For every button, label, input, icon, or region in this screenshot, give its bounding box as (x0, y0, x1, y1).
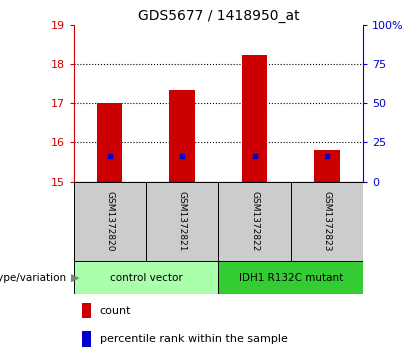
Bar (74, 261, 218, 294)
Bar (242, 55, 267, 182)
Bar (218, 182, 291, 261)
Bar (82, 303, 91, 318)
Bar (218, 261, 363, 294)
Bar (97, 103, 122, 182)
Text: percentile rank within the sample: percentile rank within the sample (100, 334, 287, 344)
Bar (74, 182, 146, 261)
Bar (82, 331, 91, 347)
Text: control vector: control vector (110, 273, 182, 283)
Text: GSM1372820: GSM1372820 (105, 191, 114, 252)
Text: GSM1372821: GSM1372821 (178, 191, 186, 252)
Title: GDS5677 / 1418950_at: GDS5677 / 1418950_at (138, 9, 299, 23)
Text: genotype/variation: genotype/variation (0, 273, 69, 283)
Bar (315, 150, 340, 182)
Text: GSM1372823: GSM1372823 (323, 191, 331, 252)
Bar (146, 182, 218, 261)
Text: IDH1 R132C mutant: IDH1 R132C mutant (239, 273, 343, 283)
Bar (170, 90, 195, 182)
Text: count: count (100, 306, 131, 316)
Text: ▶: ▶ (71, 273, 80, 283)
Text: GSM1372822: GSM1372822 (250, 191, 259, 252)
Bar (291, 182, 363, 261)
